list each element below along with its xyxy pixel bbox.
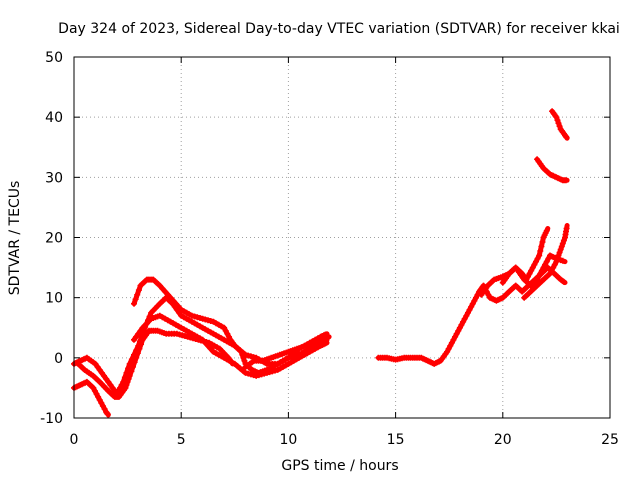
x-tick-label: 10 xyxy=(279,432,297,448)
data-series-track-9 xyxy=(499,226,551,286)
data-series-track-12 xyxy=(549,108,570,141)
x-tick-label: 5 xyxy=(177,432,186,448)
y-tick-label: 30 xyxy=(45,170,63,186)
series-point-markers xyxy=(75,327,235,400)
data-series-track-5 xyxy=(75,327,236,400)
grid-layer xyxy=(74,57,610,418)
x-tick-label: 25 xyxy=(601,432,619,448)
x-tick-label: 0 xyxy=(70,432,79,448)
tick-layer: 0 5 10 15 20 25 -10 0 10 20 30 40 50 xyxy=(40,50,619,448)
y-tick-label: 50 xyxy=(45,50,63,66)
data-series-track-6 xyxy=(242,334,332,370)
x-tick-label: 20 xyxy=(494,432,512,448)
x-axis-label: GPS time / hours xyxy=(281,458,398,474)
series-point-markers xyxy=(71,294,329,397)
y-tick-label: 40 xyxy=(45,110,63,126)
y-axis-label: SDTVAR / TECUs xyxy=(7,181,23,296)
y-tick-label: 20 xyxy=(45,231,63,247)
series-point-markers xyxy=(242,334,331,370)
y-tick-label: -10 xyxy=(40,411,63,427)
y-tick-label: 10 xyxy=(45,291,63,307)
series-layer xyxy=(71,108,570,418)
series-point-markers xyxy=(521,225,570,301)
series-point-markers xyxy=(131,312,329,379)
x-tick-label: 15 xyxy=(387,432,405,448)
data-series-track-10 xyxy=(521,223,570,301)
series-point-markers xyxy=(534,156,569,184)
series-point-markers xyxy=(549,108,570,141)
data-series-track-1 xyxy=(71,294,330,397)
y-tick-label: 0 xyxy=(54,351,63,367)
data-series-track-11 xyxy=(534,156,570,184)
chart-title: Day 324 of 2023, Sidereal Day-to-day VTE… xyxy=(58,21,620,37)
series-line xyxy=(71,295,330,397)
series-point-markers xyxy=(499,227,550,286)
series-point-markers xyxy=(375,264,567,367)
